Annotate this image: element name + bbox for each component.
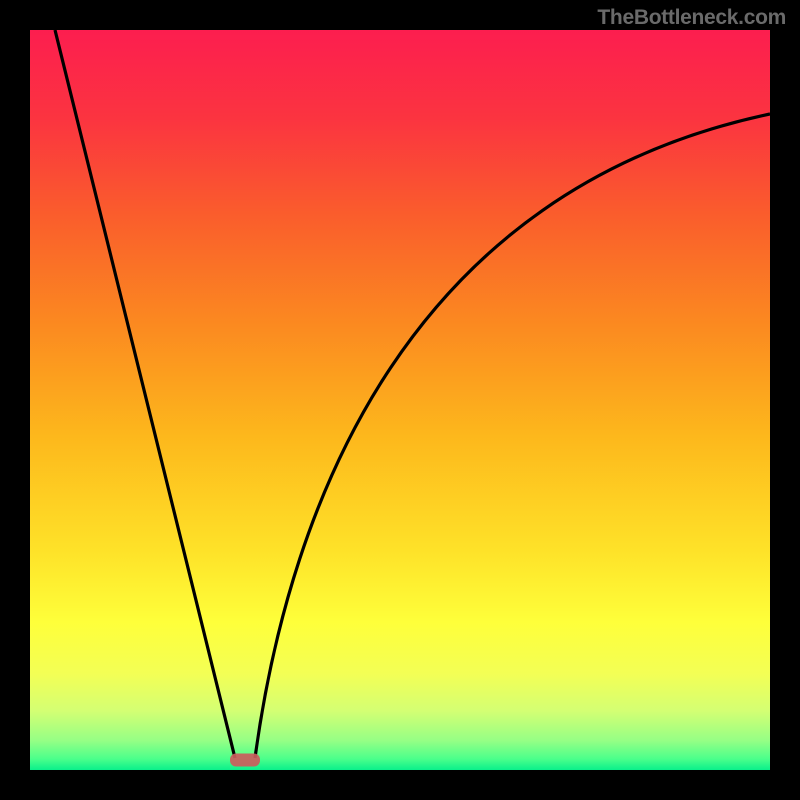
attribution-text: TheBottleneck.com: [597, 6, 786, 30]
plot-background: [30, 30, 770, 770]
chart-container: TheBottleneck.com: [0, 0, 800, 800]
chart-svg: [0, 0, 800, 800]
minimum-marker: [230, 754, 260, 767]
